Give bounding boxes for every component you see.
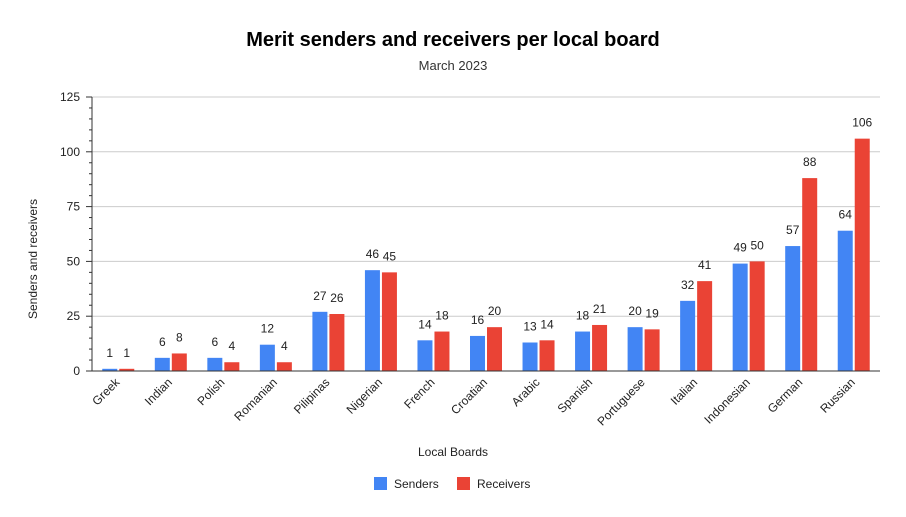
chart-subtitle: March 2023 xyxy=(419,58,488,73)
data-label: 64 xyxy=(839,208,853,222)
data-label: 20 xyxy=(488,304,502,318)
y-tick-label: 100 xyxy=(60,145,80,159)
x-tick-label: Arabic xyxy=(509,375,543,409)
gridlines xyxy=(92,96,880,317)
bars xyxy=(102,138,870,371)
x-tick-label: Spanish xyxy=(555,375,596,416)
x-tick-label: Italian xyxy=(668,375,701,408)
data-label: 18 xyxy=(576,309,590,323)
bar-receivers xyxy=(697,281,713,371)
data-label: 12 xyxy=(261,322,275,336)
bar-senders xyxy=(522,342,538,371)
y-tick-label: 25 xyxy=(67,309,81,323)
x-tick-label: German xyxy=(765,375,806,416)
y-tick-label: 75 xyxy=(67,200,81,214)
bar-receivers xyxy=(381,272,397,371)
data-label: 106 xyxy=(852,116,872,130)
data-label: 18 xyxy=(435,309,449,323)
data-label: 41 xyxy=(698,258,712,272)
data-label: 1 xyxy=(106,346,113,360)
legend-swatch xyxy=(457,477,470,490)
bar-senders xyxy=(312,311,328,371)
data-label: 13 xyxy=(523,320,537,334)
bar-senders xyxy=(680,300,696,371)
y-tick-label: 125 xyxy=(60,90,80,104)
x-tick-label: Pilipinas xyxy=(291,375,333,417)
bar-receivers xyxy=(171,353,187,371)
x-tick-label: Croatian xyxy=(448,375,490,417)
data-label: 46 xyxy=(366,247,380,261)
legend-label: Senders xyxy=(394,477,439,491)
bar-receivers xyxy=(644,329,660,371)
bar-receivers xyxy=(539,340,555,371)
x-axis-title: Local Boards xyxy=(418,445,488,459)
data-label: 88 xyxy=(803,155,817,169)
bar-receivers xyxy=(329,314,345,371)
data-label: 26 xyxy=(330,291,344,305)
data-label: 4 xyxy=(281,339,288,353)
data-label: 32 xyxy=(681,278,695,292)
data-label: 50 xyxy=(750,238,764,252)
axes: 0 25 50 75 100 125 Greek Indian Polish Romanian Pi… xyxy=(60,90,880,429)
data-label: 45 xyxy=(383,249,397,263)
data-label: 57 xyxy=(786,223,800,237)
x-tick-label: Portuguese xyxy=(594,375,648,429)
bar-senders xyxy=(207,357,223,371)
data-label: 14 xyxy=(418,317,432,331)
bar-senders xyxy=(732,263,748,371)
bar-senders xyxy=(785,246,801,371)
x-tick-label: Indian xyxy=(142,375,175,408)
data-label: 1 xyxy=(123,346,130,360)
bar-receivers xyxy=(434,331,450,371)
bar-senders xyxy=(837,230,853,371)
bar-senders xyxy=(575,331,591,371)
chart-title: Merit senders and receivers per local bo… xyxy=(246,29,660,51)
bar-senders xyxy=(470,335,485,371)
bar-receivers xyxy=(276,362,292,371)
data-label: 19 xyxy=(645,306,659,320)
y-tick-label: 50 xyxy=(67,254,81,268)
bar-senders xyxy=(417,340,433,371)
bar-receivers xyxy=(224,362,240,371)
bar-senders xyxy=(259,344,275,371)
x-tick-label: Indonesian xyxy=(701,375,752,426)
legend-label: Receivers xyxy=(477,477,530,491)
data-label: 49 xyxy=(733,241,747,255)
bar-senders xyxy=(364,270,380,371)
bar-receivers xyxy=(749,261,765,371)
bar-senders xyxy=(154,357,170,371)
y-axis-title: Senders and receivers xyxy=(26,199,40,319)
data-label: 20 xyxy=(628,304,642,318)
data-label: 14 xyxy=(540,317,554,331)
data-label: 6 xyxy=(211,335,218,349)
bar-receivers xyxy=(854,138,870,371)
x-tick-label: Romanian xyxy=(231,375,280,424)
bar-receivers xyxy=(802,178,818,371)
x-tick-label: Polish xyxy=(194,375,227,408)
bar-receivers xyxy=(487,327,502,371)
y-tick-label: 0 xyxy=(73,364,80,378)
data-label: 27 xyxy=(313,289,327,303)
x-tick-label: French xyxy=(401,375,437,411)
bar-senders xyxy=(627,327,643,371)
legend-swatch xyxy=(374,477,387,490)
data-label: 6 xyxy=(159,335,166,349)
bar-receivers xyxy=(592,324,608,371)
data-label: 16 xyxy=(471,313,485,327)
x-tick-label: Nigerian xyxy=(344,375,386,417)
bar-receivers xyxy=(119,368,135,371)
data-label: 4 xyxy=(228,339,235,353)
x-tick-label: Russian xyxy=(817,375,858,416)
data-label: 21 xyxy=(593,302,607,316)
data-label: 8 xyxy=(176,330,183,344)
x-tick-label: Greek xyxy=(89,375,123,409)
legend: Senders Receivers xyxy=(374,477,530,491)
bar-senders xyxy=(102,368,118,371)
